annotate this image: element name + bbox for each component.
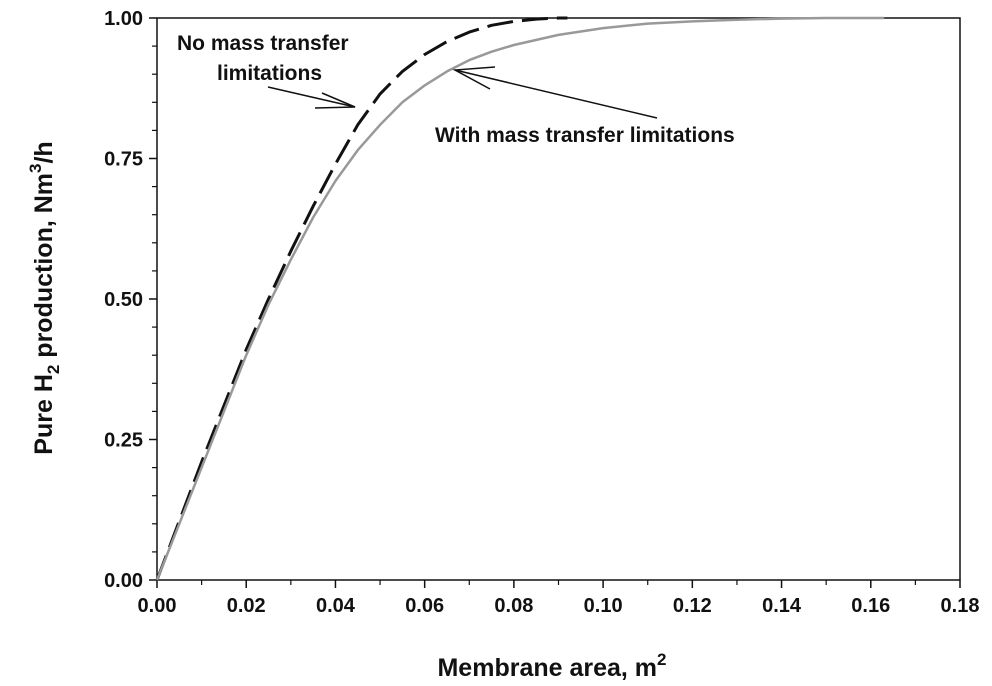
x-axis-title: Membrane area, m2 xyxy=(437,650,666,682)
axes-layer xyxy=(156,17,961,581)
series-line-1 xyxy=(155,16,885,581)
annotation-arrow-shaft-no-mass-transfer xyxy=(267,86,356,108)
y-tick-label-1: 0.25 xyxy=(104,430,143,452)
y-tick-label-0: 0.00 xyxy=(104,570,143,592)
x-tick-label-2: 0.04 xyxy=(316,595,356,617)
annotation-no-mass-transfer-line2: limitations xyxy=(217,62,322,85)
series-layer xyxy=(155,16,885,581)
y-axis-title-main: Pure H xyxy=(30,374,58,455)
ticks-layer: 0.00 0.02 0.04 0.06 0.08 0.10 0.12 0.14 0.16 0.18… xyxy=(104,8,979,617)
x-tick-label-7: 0.14 xyxy=(762,595,802,617)
annotation-arrow-shaft-with-mass-transfer xyxy=(454,69,658,119)
x-axis-title-text: Membrane area, m xyxy=(437,654,657,682)
y-axis-title-rest: production, Nm xyxy=(30,173,58,365)
y-axis-title-sub: 2 xyxy=(44,365,63,374)
x-tick-label-5: 0.10 xyxy=(584,595,623,617)
annotation-no-mass-transfer-line1: No mass transfer xyxy=(177,32,349,55)
x-tick-label-4: 0.08 xyxy=(494,595,533,617)
y-axis-title-end: /h xyxy=(30,141,58,163)
annotation-arrowhead-no-mass-transfer xyxy=(314,92,356,109)
y-axis-title: Pure H2 production, Nm3/h xyxy=(26,141,63,454)
y-tick-label-4: 1.00 xyxy=(104,8,143,30)
y-tick-label-2: 0.50 xyxy=(104,289,143,311)
annotation-layer: No mass transfer limitations With mass t… xyxy=(177,32,735,147)
annotation-with-mass-transfer: With mass transfer limitations xyxy=(435,124,735,147)
y-tick-label-3: 0.75 xyxy=(104,149,143,171)
plot-frame xyxy=(156,17,961,581)
x-tick-label-9: 0.18 xyxy=(941,595,980,617)
y-axis-title-sup: 3 xyxy=(26,164,45,173)
labels-layer: Membrane area, m2 Pure H2 production, Nm… xyxy=(26,141,667,682)
x-tick-label-1: 0.02 xyxy=(227,595,266,617)
annotation-arrowhead-with-mass-transfer xyxy=(452,66,496,90)
x-tick-label-3: 0.06 xyxy=(405,595,444,617)
x-axis-title-sup: 2 xyxy=(657,650,666,669)
x-tick-label-6: 0.12 xyxy=(673,595,712,617)
series-line-0 xyxy=(155,16,568,581)
x-tick-label-0: 0.00 xyxy=(138,595,177,617)
x-tick-label-8: 0.16 xyxy=(851,595,890,617)
